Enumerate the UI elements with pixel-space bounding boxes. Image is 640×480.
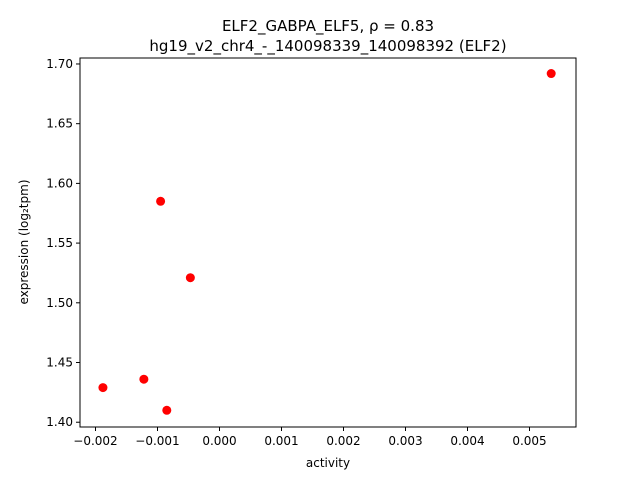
x-tick-label: 0.000 [202,434,236,448]
data-point [185,273,195,283]
y-tick-label: 1.50 [46,296,73,310]
chart-title-line1: ELF2_GABPA_ELF5, ρ = 0.83 [222,17,434,36]
x-axis-label: activity [306,456,350,470]
chart-title-line2: hg19_v2_chr4_-_140098339_140098392 (ELF2… [149,37,506,56]
x-tick-label: 0.004 [450,434,484,448]
x-tick-label: 0.001 [264,434,298,448]
data-point [156,196,166,206]
x-tick-label: 0.003 [388,434,422,448]
y-tick-label: 1.65 [46,117,73,131]
y-tick-label: 1.70 [46,57,73,71]
data-point [98,383,108,393]
data-point [546,69,556,79]
y-tick-label: 1.45 [46,356,73,370]
x-tick-label: −0.002 [73,434,117,448]
y-tick-label: 1.60 [46,176,73,190]
y-tick-label: 1.40 [46,415,73,429]
x-tick-label: 0.005 [512,434,546,448]
plot-frame [79,57,577,428]
data-point [139,374,149,384]
data-point [162,405,172,415]
x-tick-label: 0.002 [326,434,360,448]
y-tick-label: 1.55 [46,236,73,250]
x-tick-label: −0.001 [135,434,179,448]
y-axis-label: expression (log₂tpm) [17,179,31,304]
